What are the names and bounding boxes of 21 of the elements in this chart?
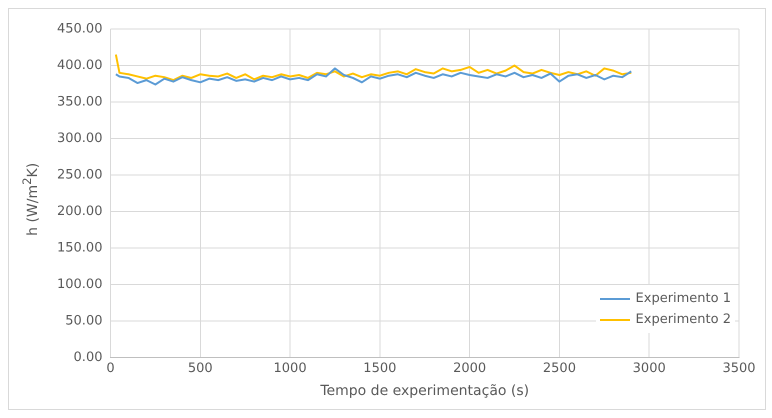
y-tick-label: 50.00 [65, 313, 102, 328]
y-tick-label: 0.00 [74, 350, 102, 365]
y-tick-label: 250.00 [56, 167, 102, 182]
x-tick-label: 1500 [363, 360, 396, 376]
x-tick-label: 3500 [722, 360, 756, 376]
x-tick-label: 500 [188, 360, 213, 376]
y-tick-label: 150.00 [56, 240, 102, 256]
legend-label: Experimento 2 [636, 312, 731, 327]
x-tick-label: 1000 [274, 360, 307, 376]
y-tick-label: 100.00 [56, 276, 102, 292]
legend-label: Experimento 1 [636, 291, 731, 306]
y-tick-label: 400.00 [56, 58, 102, 73]
x-tick-label: 2000 [453, 360, 486, 376]
y-tick-label: 350.00 [56, 94, 102, 110]
x-tick-label: 3000 [632, 360, 666, 376]
x-tick-label: 2500 [542, 360, 576, 376]
x-tick-label: 0 [106, 360, 115, 376]
y-tick-label: 450.00 [56, 21, 102, 36]
y-tick-label: 300.00 [56, 130, 102, 146]
x-axis-title: Tempo de experimentação (s) [319, 383, 530, 400]
y-tick-label: 200.00 [56, 204, 102, 219]
